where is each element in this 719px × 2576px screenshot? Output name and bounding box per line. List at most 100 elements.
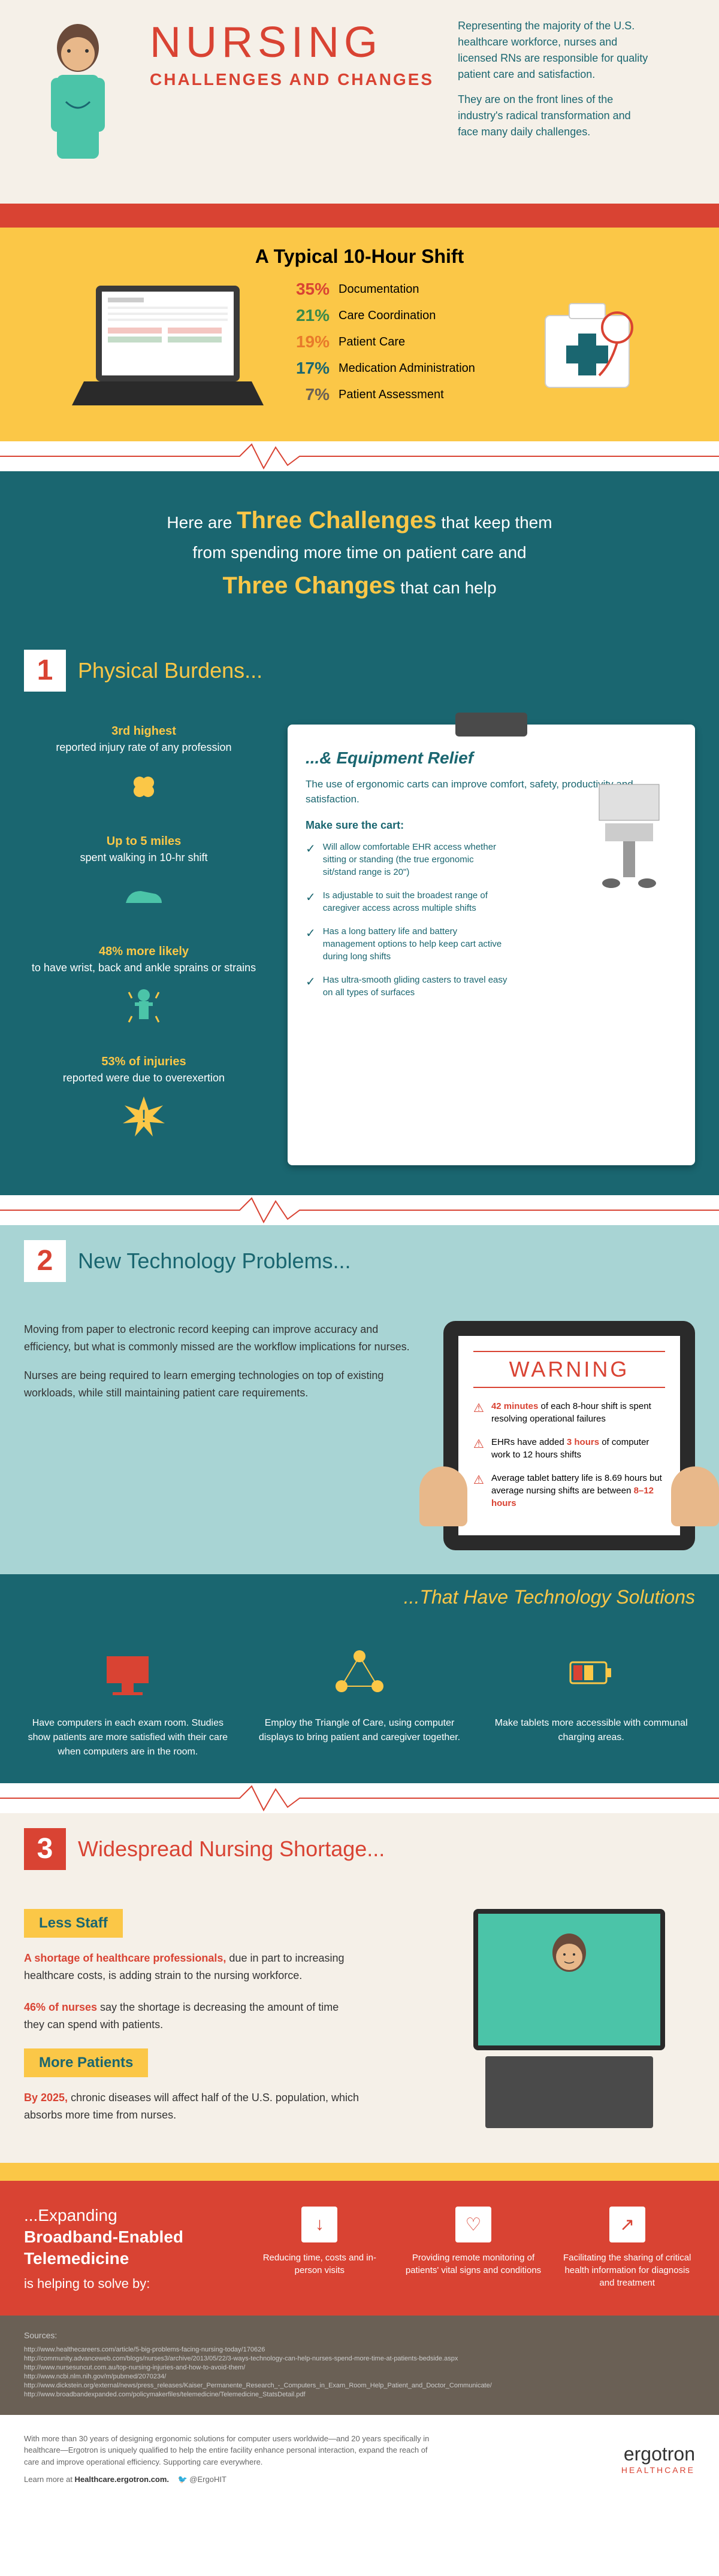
broadband-section: ...Expanding Broadband-Enabled Telemedic… (0, 2181, 719, 2316)
broadband-title-block: ...Expanding Broadband-Enabled Telemedic… (24, 2205, 228, 2292)
footer-text: With more than 30 years of designing erg… (24, 2433, 443, 2468)
bb-title: ...Expanding (24, 2206, 117, 2225)
stat-label: Patient Assessment (339, 388, 444, 402)
tech-section: Moving from paper to electronic record k… (0, 1297, 719, 1574)
solution-item: Employ the Triangle of Care, using compu… (256, 1644, 464, 1759)
heartbeat-divider (0, 441, 719, 471)
subtitle: CHALLENGES AND CHANGES (150, 70, 434, 89)
trans-em: Three Changes (222, 572, 395, 599)
solution-text: Have computers in each exam room. Studie… (24, 1716, 232, 1759)
short-em: A shortage of healthcare professionals, (24, 1952, 226, 1964)
shift-stats: 35%Documentation 21% Care Coordination 19%P… (288, 280, 503, 411)
short-txt: chronic diseases will affect half of the… (24, 2092, 359, 2121)
check-icon: ✓ (306, 974, 316, 999)
bb-text: Facilitating the sharing of critical hea… (559, 2251, 695, 2289)
section-number: 1 (24, 650, 66, 692)
footer-twitter[interactable]: @ErgoHIT (189, 2475, 226, 2484)
bb-text: Providing remote monitoring of patients'… (406, 2251, 542, 2277)
burden-em: Up to 5 miles (24, 835, 264, 848)
broadband-item: ♡ Providing remote monitoring of patients… (406, 2207, 542, 2289)
hand-illustration (419, 1466, 467, 1526)
footer-link[interactable]: Healthcare.ergotron.com. (75, 2475, 170, 2484)
solutions-header: ...That Have Technology Solutions (0, 1574, 719, 1620)
bb-icon: ↗ (609, 2207, 645, 2242)
check-item: ✓ Has ultra-smooth gliding casters to tra… (306, 974, 509, 999)
telemedicine-illustration (443, 1909, 695, 2139)
broadband-item: ↓Reducing time, costs and in-person visi… (252, 2207, 388, 2289)
source-line: http://www.ncbi.nlm.nih.gov/m/pubmed/207… (24, 2373, 695, 2380)
heartbeat-divider (0, 1783, 719, 1813)
badge-less-staff: Less Staff (24, 1909, 123, 1938)
solution-text: Employ the Triangle of Care, using compu… (256, 1716, 464, 1745)
check-item: ✓Is adjustable to suit the broadest rang… (306, 889, 509, 914)
stat-row: 21% Care Coordination (288, 306, 503, 325)
tech-text: Moving from paper to electronic record k… (24, 1321, 419, 1414)
yellow-divider (0, 2163, 719, 2181)
stat-row: 19%Patient Care (288, 332, 503, 351)
check-icon: ✓ (306, 925, 316, 963)
shortage-text: Less Staff A shortage of healthcare prof… (24, 1909, 419, 2139)
burden-txt: spent walking in 10-hr shift (24, 851, 264, 864)
tech-para: Moving from paper to electronic record k… (24, 1321, 419, 1356)
clipboard-title: ...& Equipment Relief (306, 748, 677, 768)
warning-text: Average tablet battery life is 8.69 hour… (491, 1472, 665, 1510)
burden-item: 48% more likelyto have wrist, back and a… (24, 945, 264, 1031)
section2-header: 2 New Technology Problems... (0, 1225, 719, 1297)
burden-item: Up to 5 miles spent walking in 10-hr shif… (24, 835, 264, 921)
alert-icon: ⚠ (473, 1436, 484, 1461)
shoe-icon (120, 873, 168, 921)
burden-section: 3rd highestreported injury rate of any p… (0, 707, 719, 1195)
section-title: New Technology Problems... (78, 1248, 351, 1274)
header-text-block: NURSING CHALLENGES AND CHANGES Represent… (150, 18, 695, 140)
broadband-item: ↗ Facilitating the sharing of critical he… (559, 2207, 695, 2289)
trans-text: that keep them (441, 513, 552, 532)
source-line: http://www.broadbandexpanded.com/policym… (24, 2391, 695, 2398)
bb-icon: ↓ (301, 2207, 337, 2242)
burden-list: 3rd highestreported injury rate of any p… (24, 725, 264, 1165)
check-list: ✓ Will allow comfortable EHR access wheth… (306, 841, 509, 999)
stat-pct: 21% (288, 306, 330, 325)
sources-list: http://www.healthecareers.com/article/5-… (24, 2346, 695, 2398)
tablet-warning: WARNING ⚠42 minutes of each 8-hour shift… (443, 1321, 695, 1550)
bandage-icon (120, 763, 168, 811)
heartbeat-divider (0, 1195, 719, 1225)
svg-text:!: ! (141, 1107, 146, 1126)
battery-icon (561, 1644, 621, 1704)
medkit-illustration (527, 292, 647, 399)
bb-title-em: Broadband-Enabled Telemedicine (24, 2228, 183, 2268)
check-item: ✓Has a long battery life and battery man… (306, 925, 509, 963)
broadband-items: ↓Reducing time, costs and in-person visi… (252, 2207, 695, 2289)
clipboard-clip (455, 713, 527, 737)
trans-text: that can help (400, 578, 496, 597)
clipboard: ...& Equipment Relief The use of ergonom… (288, 725, 695, 1165)
bb-icon: ♡ (455, 2207, 491, 2242)
stat-row: 35%Documentation (288, 280, 503, 299)
shortage-section: Less Staff A shortage of healthcare prof… (0, 1885, 719, 2163)
burst-icon: ! (120, 1093, 168, 1141)
triangle-icon (330, 1644, 389, 1704)
shift-title: A Typical 10-Hour Shift (24, 246, 695, 268)
footer: With more than 30 years of designing erg… (0, 2415, 719, 2504)
short-em: 46% of nurses (24, 2001, 97, 2013)
person-icon (120, 983, 168, 1031)
warning-item: ⚠Average tablet battery life is 8.69 hou… (473, 1472, 665, 1510)
warning-title: WARNING (473, 1351, 665, 1388)
warning-text: EHRs have added 3 hours of computer work… (491, 1436, 665, 1461)
section-number: 2 (24, 1240, 66, 1282)
laptop-illustration (72, 280, 264, 411)
burden-em: 48% more likely (24, 945, 264, 959)
source-line: http://community.advanceweb.com/blogs/nu… (24, 2355, 695, 2362)
check-text: Will allow comfortable EHR access whethe… (323, 841, 509, 878)
section3-header: 3 Widespread Nursing Shortage... (0, 1813, 719, 1885)
sources-title: Sources: (24, 2330, 695, 2340)
logo-block: ergotron HEALTHCARE (621, 2443, 695, 2475)
burden-item: 53% of injuriesreported were due to over… (24, 1055, 264, 1141)
solutions-section: Have computers in each exam room. Studie… (0, 1620, 719, 1783)
stat-label: Documentation (339, 283, 419, 296)
check-text: Has ultra-smooth gliding casters to trav… (323, 974, 509, 999)
section-title: Physical Burdens... (78, 658, 262, 683)
header-section: NURSING CHALLENGES AND CHANGES Represent… (0, 0, 719, 204)
stat-label: Care Coordination (339, 309, 436, 323)
warning-item: ⚠ EHRs have added 3 hours of computer wor… (473, 1436, 665, 1461)
sources-section: Sources: http://www.healthecareers.com/a… (0, 2316, 719, 2415)
